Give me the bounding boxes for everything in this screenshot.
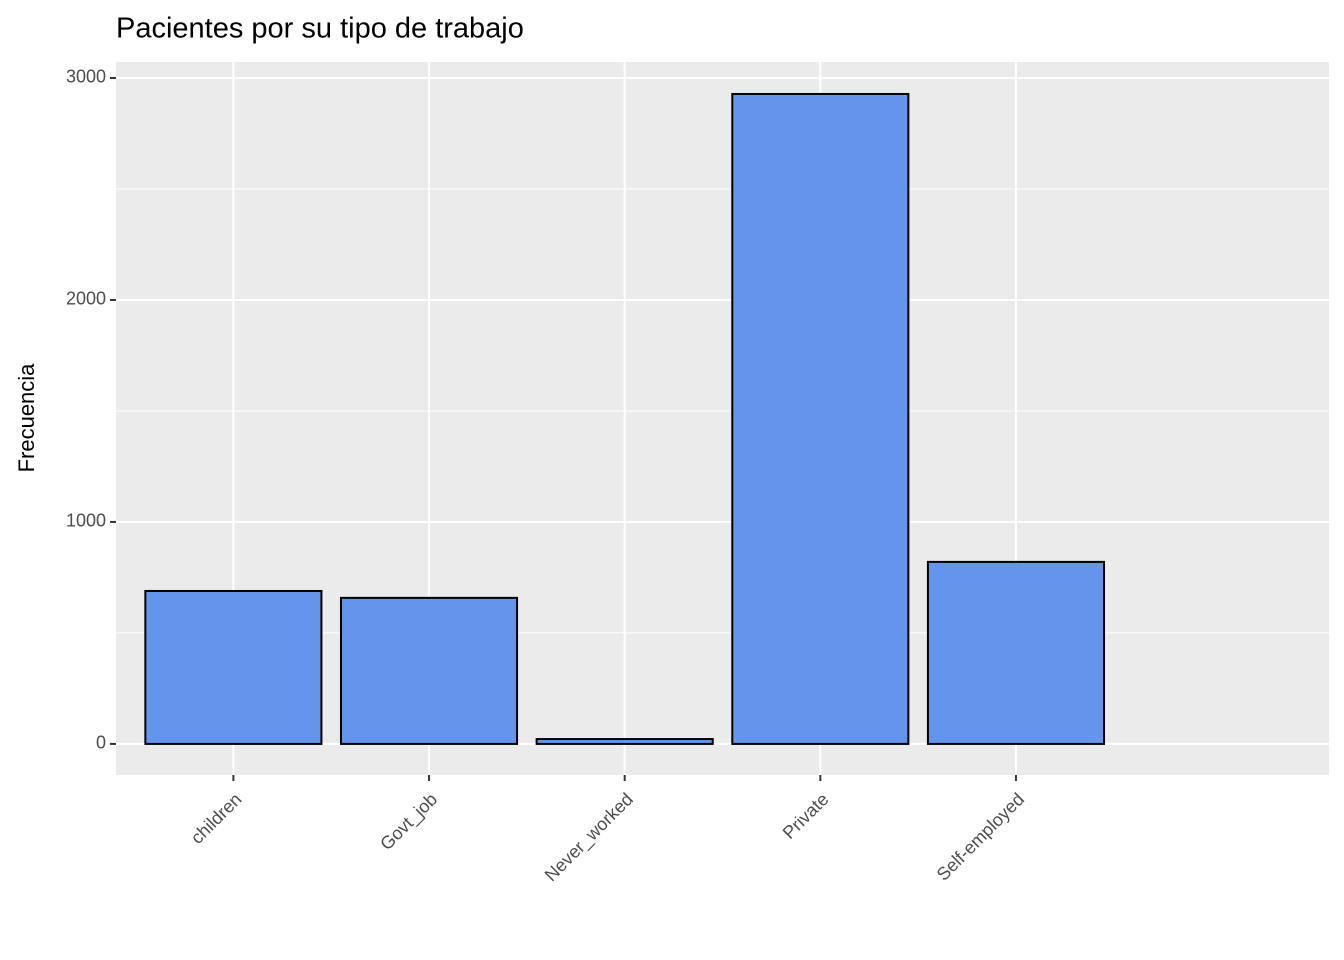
y-tick-label: 0 [96,733,106,753]
x-tick-label: children [187,789,246,848]
bar [535,738,714,745]
x-tick-label: Private [779,789,833,843]
bar [339,596,519,745]
bar [144,589,323,745]
x-tick-label: Govt_job [376,789,442,855]
bar [731,92,910,745]
y-axis-label: Frecuencia [14,363,39,473]
x-tick-label: Never_worked [541,789,638,886]
y-tick-label: 3000 [66,67,106,87]
x-tick-label: Self-employed [933,789,1029,885]
y-tick-label: 2000 [66,289,106,309]
y-tick-label: 1000 [66,511,106,531]
chart-title: Pacientes por su tipo de trabajo [116,13,524,45]
bar [926,560,1106,745]
